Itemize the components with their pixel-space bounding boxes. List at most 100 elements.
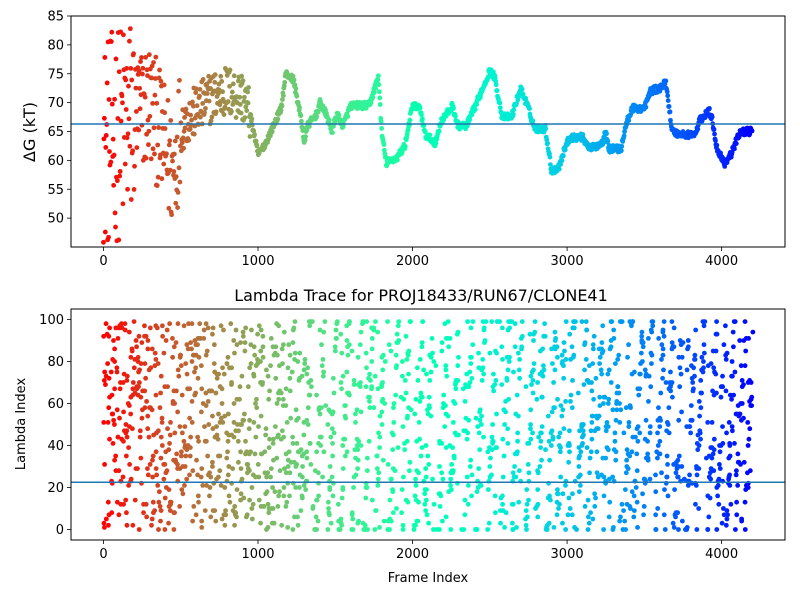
bottom-data-point: [606, 396, 612, 402]
bottom-data-point: [561, 426, 567, 432]
top-data-point: [221, 112, 227, 117]
top-data-point: [213, 109, 219, 115]
bottom-data-point: [419, 445, 425, 450]
bottom-data-point: [150, 510, 156, 516]
bottom-data-point: [323, 403, 329, 408]
bottom-data-point: [478, 483, 484, 488]
bottom-data-point: [274, 455, 280, 461]
top-data-point: [127, 143, 133, 149]
bottom-x-tick-label: 1000: [241, 547, 274, 562]
bottom-data-point: [124, 428, 130, 434]
bottom-data-point: [692, 373, 697, 379]
bottom-data-point: [413, 396, 419, 402]
bottom-data-point: [401, 474, 406, 480]
top-data-point: [197, 114, 203, 120]
bottom-data-point: [645, 455, 651, 461]
bottom-data-point: [281, 329, 287, 335]
bottom-data-point: [479, 413, 484, 419]
bottom-data-point: [149, 522, 154, 528]
bottom-data-point: [210, 464, 215, 469]
bottom-data-point: [159, 443, 165, 448]
top-data-point: [749, 128, 755, 134]
top-data-point: [197, 86, 203, 92]
top-data-point: [378, 118, 384, 124]
top-data-point: [167, 167, 173, 173]
bottom-data-point: [264, 474, 270, 480]
bottom-data-point: [123, 453, 129, 459]
bottom-data-point: [506, 359, 512, 364]
bottom-data-point: [619, 319, 625, 324]
bottom-data-point: [297, 350, 303, 356]
bottom-data-point: [630, 319, 636, 324]
bottom-data-point: [502, 422, 508, 427]
bottom-data-point: [356, 518, 362, 524]
top-y-axis-label: ΔG (kT): [20, 102, 39, 162]
bottom-data-point: [153, 357, 159, 362]
bottom-data-point: [456, 432, 461, 438]
bottom-data-point: [735, 451, 741, 457]
bottom-data-point: [258, 348, 264, 354]
bottom-data-point: [688, 403, 694, 408]
bottom-data-point: [322, 319, 328, 324]
bottom-data-point: [745, 485, 751, 490]
bottom-data-point: [485, 487, 491, 492]
bottom-data-point: [426, 520, 432, 526]
bottom-data-point: [267, 388, 272, 394]
bottom-data-point: [647, 476, 653, 482]
top-data-point: [173, 174, 179, 180]
bottom-data-point: [266, 396, 272, 402]
bottom-data-point: [405, 413, 410, 419]
bottom-data-point: [220, 420, 226, 425]
bottom-data-point: [150, 499, 156, 505]
bottom-data-point: [364, 468, 370, 474]
bottom-data-point: [490, 438, 496, 444]
bottom-data-point: [375, 476, 381, 482]
bottom-data-point: [401, 396, 407, 402]
bottom-data-point: [137, 428, 143, 434]
bottom-data-point: [225, 438, 231, 444]
bottom-data-point: [636, 392, 642, 398]
bottom-data-point: [335, 501, 341, 507]
bottom-data-point: [288, 415, 294, 421]
bottom-data-point: [217, 468, 223, 474]
bottom-x-tick-label: 4000: [705, 547, 738, 562]
bottom-data-point: [280, 396, 286, 402]
bottom-data-point: [583, 357, 589, 362]
bottom-data-point: [588, 510, 593, 516]
bottom-data-point: [371, 325, 377, 331]
bottom-data-point: [400, 527, 406, 532]
bottom-data-point: [177, 352, 183, 358]
bottom-data-point: [516, 499, 522, 505]
bottom-data-point: [330, 409, 336, 415]
bottom-data-point: [310, 504, 316, 509]
bottom-data-point: [589, 388, 595, 394]
top-data-point: [626, 118, 632, 123]
bottom-data-point: [200, 483, 206, 488]
top-data-point: [382, 147, 387, 153]
bottom-data-point: [189, 321, 195, 327]
bottom-data-point: [657, 415, 663, 421]
bottom-data-point: [377, 525, 382, 530]
bottom-data-point: [367, 399, 372, 404]
bottom-data-point: [141, 510, 146, 516]
bottom-data-point: [182, 464, 188, 469]
bottom-data-point: [439, 441, 445, 446]
bottom-data-point: [129, 348, 135, 354]
bottom-data-point: [190, 518, 196, 524]
bottom-data-point: [328, 434, 334, 440]
bottom-data-point: [729, 424, 735, 429]
bottom-data-point: [466, 384, 472, 390]
bottom-data-point: [182, 483, 187, 488]
bottom-data-point: [304, 455, 310, 461]
bottom-data-point: [268, 363, 273, 369]
bottom-data-point: [105, 361, 111, 366]
bottom-data-point: [490, 422, 496, 427]
bottom-data-point: [423, 474, 429, 480]
bottom-data-point: [282, 466, 287, 471]
bottom-data-point: [469, 493, 475, 499]
bottom-data-point: [344, 338, 350, 343]
bottom-data-point: [124, 373, 130, 379]
bottom-data-point: [258, 413, 264, 419]
bottom-data-point: [424, 512, 430, 518]
bottom-data-point: [616, 390, 622, 396]
